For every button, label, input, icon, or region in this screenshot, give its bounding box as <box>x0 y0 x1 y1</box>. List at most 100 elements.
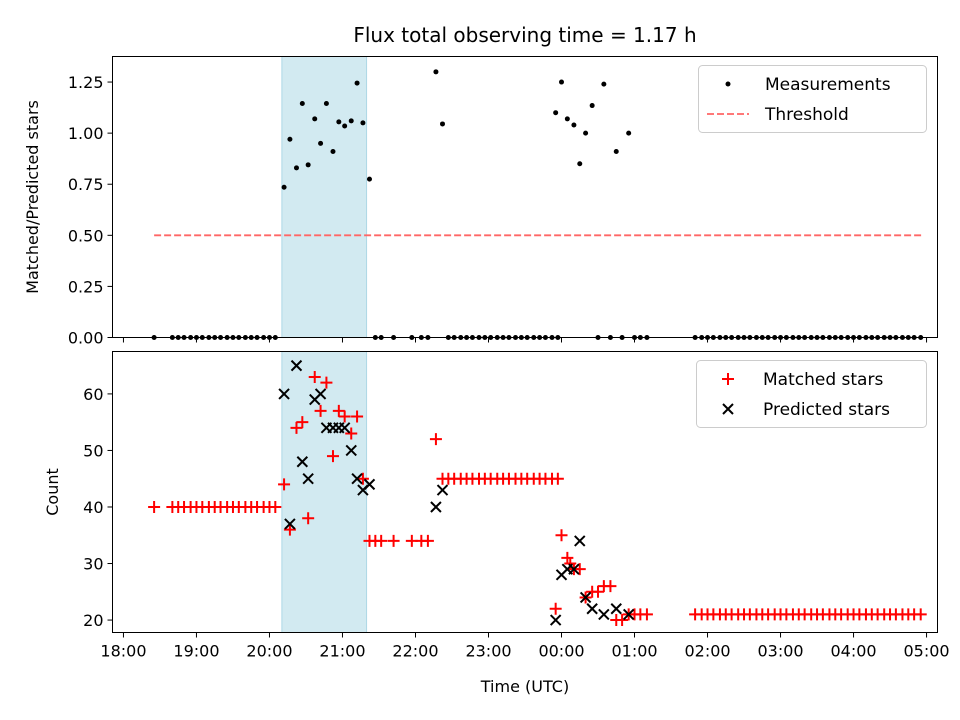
matched-star-point <box>338 410 351 423</box>
x-tick-label: 05:00 <box>903 642 949 661</box>
matched-star-point <box>269 500 282 513</box>
measurement-point <box>287 136 293 142</box>
x-tick-label: 22:00 <box>392 642 438 661</box>
predicted-star-point <box>351 473 363 485</box>
top-y-tick-label: 1.00 <box>68 124 104 143</box>
x-tick-label: 00:00 <box>538 642 584 661</box>
top-y-axis-label: Matched/Predicted stars <box>23 100 42 294</box>
chart-title: Flux total observing time = 1.17 h <box>353 23 696 47</box>
legend-measurements-marker <box>725 81 731 87</box>
x-tick-label: 01:00 <box>611 642 657 661</box>
measurement-point <box>626 130 632 136</box>
matched-star-point <box>616 614 629 627</box>
top-y-tick-label: 1.25 <box>68 73 104 92</box>
matched-star-point <box>555 529 568 542</box>
measurement-point <box>433 69 439 75</box>
measurement-point <box>583 130 589 136</box>
top-y-tick-label: 0.75 <box>68 175 104 194</box>
bottom-y-axis-label: Count <box>43 468 62 516</box>
measurement-point <box>589 103 595 109</box>
matched-star-point <box>308 370 321 383</box>
x-tick-label: 02:00 <box>684 642 730 661</box>
top-y-tick-label: 0.00 <box>68 329 104 348</box>
predicted-star-point <box>568 563 580 575</box>
predicted-star-point <box>302 473 314 485</box>
bottom-shaded-span <box>281 351 368 633</box>
bottom-x-ticks: 18:00 19:00 20:00 21:00 22:00 23:00 00:00 01:00… <box>100 632 950 661</box>
legend-predicted-label: Predicted stars <box>763 400 890 420</box>
measurement-point <box>348 118 354 124</box>
x-axis-label: Time (UTC) <box>480 677 569 696</box>
measurement-point <box>553 110 559 116</box>
top-observing-span <box>281 56 368 338</box>
predicted-star-point <box>284 518 296 530</box>
legend-predicted-marker <box>722 403 734 415</box>
measurement-point <box>318 140 324 146</box>
predicted-star-point <box>345 444 357 457</box>
measurement-point <box>613 149 619 155</box>
measurement-point <box>601 81 607 87</box>
predicted-star-point <box>278 388 290 400</box>
measurement-point <box>564 116 570 122</box>
bottom-axes: 20 30 40 50 60 18:00 19:00 20:00 21:00 22:00 23:0… <box>43 351 950 696</box>
top-y-ticks: 0.00 0.25 0.50 0.75 1.00 1.25 <box>68 73 113 348</box>
predicted-star-point <box>610 603 622 615</box>
matched-star-point <box>604 580 617 593</box>
bottom-y-tick-label: 30 <box>83 555 103 574</box>
measurement-point <box>354 80 360 86</box>
x-tick-label: 04:00 <box>830 642 876 661</box>
top-x-ticks <box>122 337 928 343</box>
bottom-axes-frame <box>112 351 938 633</box>
matched-star-point <box>561 551 574 564</box>
top-legend-frame <box>698 65 927 133</box>
matched-star-point <box>356 472 369 485</box>
matched-star-point <box>640 608 653 621</box>
predicted-star-point <box>338 422 351 434</box>
matched-star-point <box>326 450 339 463</box>
predicted-star-point <box>586 603 598 615</box>
predicted-star-point <box>549 614 562 626</box>
bottom-y-ticks: 20 30 40 50 60 <box>83 385 113 630</box>
x-tick-label: 21:00 <box>319 642 365 661</box>
top-legend: Measurements Threshold <box>698 65 927 133</box>
x-tick-label: 23:00 <box>465 642 511 661</box>
matched-star-point <box>914 608 927 621</box>
predicted-star-point <box>314 388 327 400</box>
matched-star-point <box>387 534 400 547</box>
measurement-point <box>366 176 372 182</box>
top-axes: 0.00 0.25 0.50 0.75 1.00 1.25 Matched/Predict… <box>23 56 938 348</box>
top-y-tick-label: 0.25 <box>68 277 104 296</box>
bottom-y-tick-label: 40 <box>83 498 103 517</box>
matched-star-point <box>290 421 303 434</box>
predicted-star-point <box>430 501 442 513</box>
measurement-point <box>559 79 565 85</box>
x-tick-label: 19:00 <box>173 642 219 661</box>
top-y-tick-label: 0.50 <box>68 226 104 245</box>
matched-star-point <box>278 478 291 491</box>
x-tick-label: 03:00 <box>757 642 803 661</box>
top-shaded-span <box>281 56 368 338</box>
predicted-star-point <box>598 608 610 621</box>
predicted-star-point <box>363 478 376 491</box>
matched-star-point <box>573 563 586 576</box>
matched-star-point <box>551 472 564 485</box>
bottom-y-tick-label: 50 <box>83 441 103 460</box>
measurement-point <box>323 101 329 107</box>
measurement-points <box>151 69 924 340</box>
bottom-y-tick-label: 20 <box>83 611 103 630</box>
matched-star-point <box>332 404 345 417</box>
matched-star-point <box>283 523 296 536</box>
measurement-point <box>336 119 342 125</box>
measurement-point <box>577 161 583 167</box>
matched-stars-points <box>148 370 927 627</box>
bottom-y-tick-label: 60 <box>83 385 103 404</box>
measurement-point <box>293 165 299 171</box>
predicted-star-point <box>579 591 592 604</box>
legend-matched-marker <box>722 373 734 385</box>
bottom-legend-frame <box>696 360 927 428</box>
matched-star-point <box>320 376 333 389</box>
legend-measurements-label: Measurements <box>765 75 891 95</box>
matched-star-point <box>421 534 434 547</box>
x-tick-label: 18:00 <box>100 642 146 661</box>
